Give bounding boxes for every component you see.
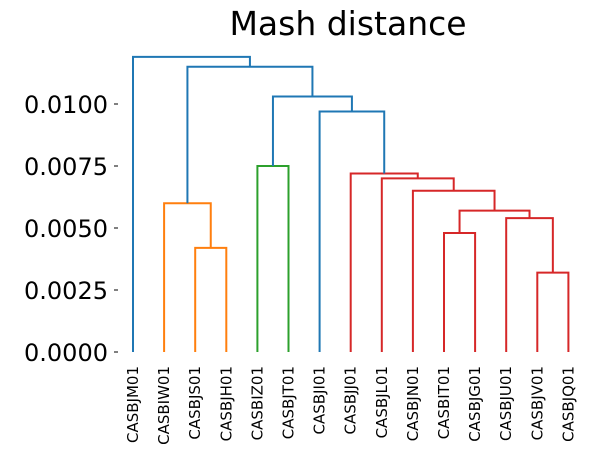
- y-tick-label: 0.0100: [24, 91, 108, 119]
- dendrogram-link: [536, 271, 570, 352]
- leaf-label: CASBJQ01: [559, 366, 577, 442]
- leaf-labels: CASBJM01 CASBIW01 CASBJS01 CASBJH01 CASBIZ01…: [124, 366, 577, 445]
- dendrogram-link: [163, 202, 212, 352]
- leaf-label: CASBJI01: [311, 366, 329, 434]
- leaf-label: CASBJG01: [466, 366, 484, 442]
- dendrogram-link: [271, 95, 353, 166]
- dendrogram-link: [186, 65, 314, 204]
- leaf-label: CASBJL01: [373, 366, 391, 438]
- dendrogram-link: [318, 110, 386, 352]
- leaf-label: CASBJJ01: [342, 366, 360, 434]
- dendrogram-link: [443, 231, 477, 352]
- dendrogram-links: [132, 55, 570, 352]
- leaf-label: CASBJM01: [124, 366, 142, 443]
- dendrogram-link: [194, 246, 228, 352]
- dendrogram-link: [132, 55, 251, 352]
- y-tick-label: 0.0025: [24, 277, 108, 305]
- dendrogram-link: [505, 217, 554, 352]
- leaf-label: CASBIZ01: [248, 366, 266, 440]
- leaf-label: CASBJN01: [404, 366, 422, 441]
- dendrogram-link: [349, 172, 419, 352]
- leaf-label: CASBJV01: [528, 366, 546, 440]
- dendrogram-link: [411, 189, 496, 352]
- y-tick-label: 0.0000: [24, 339, 108, 367]
- leaf-label: CASBIT01: [435, 366, 453, 439]
- y-axis: 0.0000 0.0025 0.0050 0.0075 0.0100: [24, 91, 118, 367]
- leaf-label: CASBJS01: [186, 366, 204, 440]
- leaf-label: CASBJU01: [497, 366, 515, 441]
- leaf-label: CASBJH01: [217, 366, 235, 441]
- dendrogram-link: [458, 209, 531, 233]
- dendrogram-link: [256, 165, 290, 352]
- dendrogram-link: [380, 177, 455, 352]
- y-tick-label: 0.0050: [24, 215, 108, 243]
- y-tick-label: 0.0075: [24, 153, 108, 181]
- leaf-label: CASBJT01: [280, 366, 298, 439]
- chart-title: Mash distance: [229, 4, 466, 43]
- leaf-label: CASBIW01: [155, 366, 173, 445]
